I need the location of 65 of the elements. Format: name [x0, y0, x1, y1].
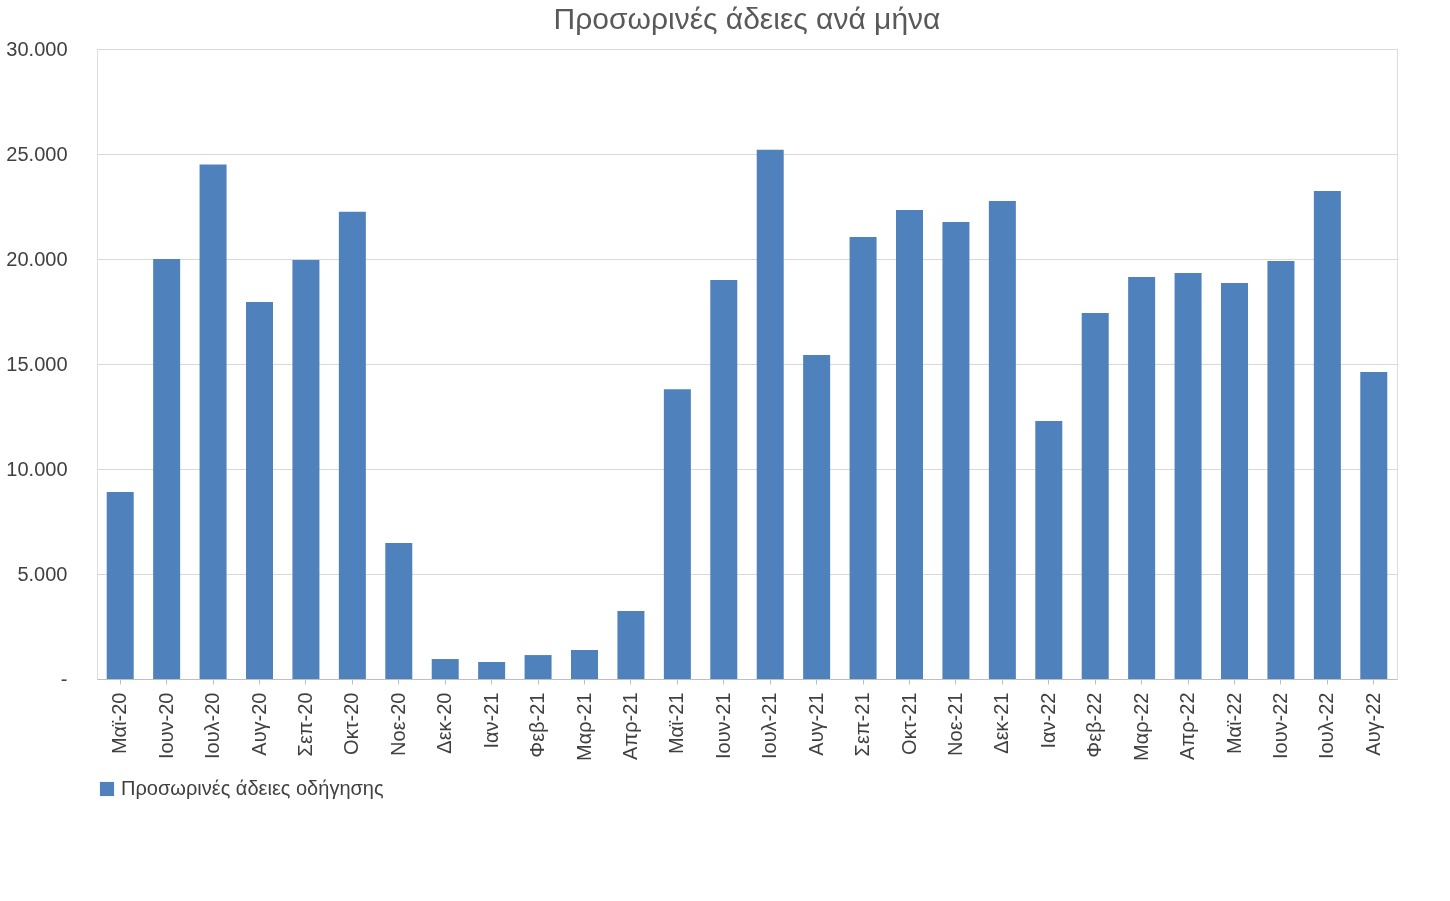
bar	[942, 222, 970, 679]
x-tick-label: Αυγ-21	[804, 692, 827, 756]
y-tick-label: 15.000	[6, 352, 68, 375]
x-tick-label: Σεπ-20	[293, 692, 316, 757]
x-tick-label: Οκτ-20	[340, 692, 363, 755]
bar	[710, 280, 738, 679]
x-tick-label: Μαρ-21	[572, 692, 595, 762]
x-tick-label: Ιουν-22	[1268, 692, 1291, 760]
x-tick-label: Αυγ-22	[1361, 692, 1384, 756]
x-tick-label: Απρ-22	[1176, 692, 1199, 760]
x-tick-label: Μαϊ-21	[665, 692, 688, 755]
x-tick-label: Νοε-21	[943, 692, 966, 756]
bar	[1128, 277, 1156, 679]
bar	[199, 164, 227, 679]
bar	[1174, 273, 1202, 679]
bar	[1360, 371, 1388, 679]
x-tick-label: Φεβ-22	[1083, 692, 1106, 758]
bar	[385, 542, 413, 679]
bar	[803, 354, 831, 679]
x-tick-label: Σεπ-21	[851, 692, 874, 757]
y-tick-label: 20.000	[6, 247, 68, 270]
x-tick-label: Μαρ-22	[1129, 692, 1152, 762]
bar	[478, 661, 506, 679]
bar	[571, 650, 598, 679]
x-tick-label: Ιουν-20	[154, 692, 177, 760]
bar	[896, 210, 923, 679]
bar	[1081, 312, 1109, 679]
bar	[106, 492, 134, 679]
x-tick-label: Μαϊ-22	[1222, 692, 1245, 755]
bar	[663, 389, 691, 679]
bar	[617, 610, 645, 679]
bar	[1267, 261, 1295, 679]
x-tick-label: Αυγ-20	[247, 692, 270, 756]
y-tick-label: 10.000	[6, 457, 68, 480]
x-tick-label: Μαϊ-20	[108, 692, 131, 755]
x-tick-label: Δεκ-20	[433, 692, 456, 754]
bar	[338, 211, 366, 679]
x-tick-label: Φεβ-21	[526, 692, 549, 758]
x-tick-label: Ιουλ-21	[758, 692, 781, 760]
x-tick-label: Απρ-21	[618, 692, 641, 760]
x-tick-label: Δεκ-21	[990, 692, 1013, 754]
y-tick-label: 30.000	[6, 37, 68, 60]
x-tick-label: Νοε-20	[386, 692, 409, 756]
x-tick-label: Οκτ-21	[897, 692, 920, 755]
bar	[1221, 282, 1248, 679]
x-tick-label: Ιαν-21	[479, 692, 502, 749]
bar	[246, 302, 273, 679]
y-tick-label: -	[60, 667, 68, 690]
y-tick-label: 5.000	[17, 562, 68, 585]
bar	[524, 655, 552, 679]
x-tick-label: Ιουλ-20	[201, 692, 224, 760]
bar	[849, 236, 877, 679]
bar	[756, 149, 784, 679]
legend-label: Προσωρινές άδειες οδήγησης	[121, 777, 384, 799]
y-tick-label: 25.000	[6, 142, 68, 165]
bar	[1035, 420, 1063, 679]
bar	[431, 659, 459, 679]
bar	[988, 201, 1016, 679]
x-tick-label: Ιουλ-22	[1315, 692, 1338, 760]
bar	[292, 260, 320, 679]
chart-title: Προσωρινές άδειες ανά μήνα	[553, 2, 941, 35]
x-tick-label: Ιαν-22	[1036, 692, 1059, 749]
x-tick-label: Ιουν-21	[711, 692, 734, 760]
bar	[153, 259, 181, 679]
bar	[1313, 190, 1341, 679]
